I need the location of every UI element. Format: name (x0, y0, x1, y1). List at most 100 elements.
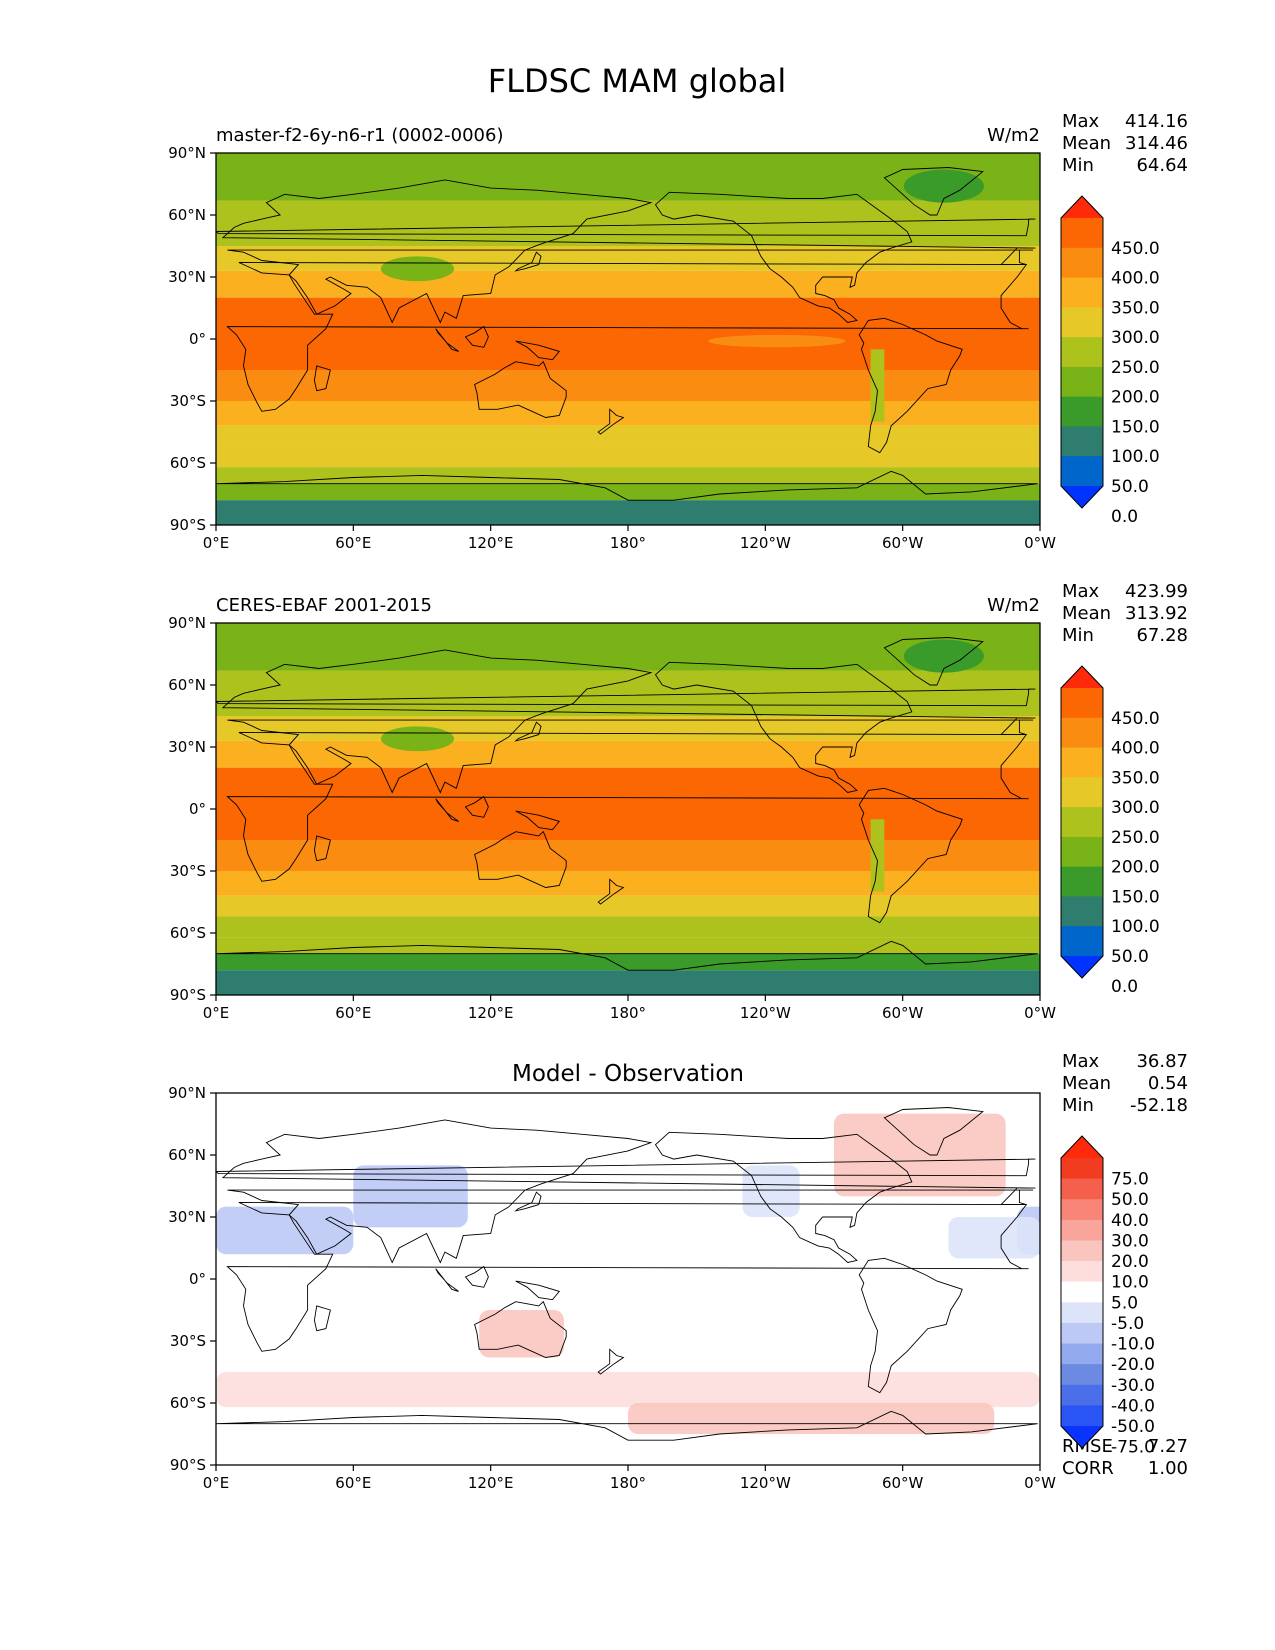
coastline-11 (597, 1348, 625, 1375)
colorbar-label: 75.0 (1111, 1170, 1149, 1190)
colorbar-label: 400.0 (1111, 739, 1160, 759)
x-tick-label: 120°E (468, 1004, 514, 1022)
field-band-5 (216, 297, 1040, 370)
colorbar-label: 150.0 (1111, 417, 1160, 437)
y-tick-label: 30°N (168, 738, 206, 756)
colorbar-segment (1061, 1343, 1103, 1365)
colorbar-label: 400.0 (1111, 269, 1160, 289)
colorbar-outline (1060, 1135, 1104, 1449)
coastline-14 (313, 835, 331, 862)
colorbar-segment (1061, 1364, 1103, 1386)
x-tick-label: 0°E (203, 1004, 230, 1022)
colorbar-segment (1061, 926, 1103, 957)
coastline-13 (464, 325, 489, 348)
colorbar-label: 350.0 (1111, 298, 1160, 318)
field-layer (216, 153, 1040, 525)
coastline-12 (515, 810, 561, 831)
y-tick-label: 60°S (170, 924, 206, 942)
colorbar-segment (1061, 456, 1103, 487)
y-tick-label: 60°N (168, 206, 206, 224)
feature-andes (870, 349, 885, 422)
anomaly-region-8 (479, 1310, 564, 1358)
coastline-2 (226, 262, 1029, 412)
field-band-9 (216, 446, 1040, 468)
coastline-13 (464, 795, 489, 818)
y-tick-label: 60°S (170, 454, 206, 472)
colorbar-segment (1061, 426, 1103, 457)
y-tick-label: 0° (189, 330, 206, 348)
colorbar: 75.050.040.030.020.010.05.0-5.0-10.0-20.… (1060, 1135, 1155, 1458)
colorbar-segment (1061, 277, 1103, 308)
stat-label: Min (1062, 625, 1094, 646)
map-panels: 0°E 60°E 120°E 180° 120°W 60°W 0°W 90°N 60°N 30°N… (168, 111, 1188, 1492)
map-panel-3: 0°E 60°E 120°E 180° 120°W 60°W 0°W 90°N 60°N 30°N… (168, 1051, 1188, 1492)
coastline-5 (858, 787, 963, 924)
stat-label: Min (1062, 1095, 1094, 1116)
coastline-3 (474, 1300, 567, 1358)
field-band-11 (216, 483, 1040, 501)
y-tick-label: 30°N (168, 268, 206, 286)
colorbar-extend-top (1061, 1136, 1103, 1158)
y-tick-label: 90°N (168, 144, 206, 162)
x-tick-label: 120°W (740, 1004, 791, 1022)
colorbar-segment (1061, 1322, 1103, 1345)
colorbar-label: 100.0 (1111, 917, 1160, 937)
coastline-3 (474, 830, 567, 888)
coastline-9 (514, 1191, 542, 1212)
field-band-7 (216, 401, 1040, 426)
colorbar-segment (1061, 337, 1103, 368)
coastlines (216, 1107, 1038, 1441)
feature-andes (870, 819, 885, 892)
colorbar-label: 100.0 (1111, 447, 1160, 467)
x-tick-label: 120°E (468, 534, 514, 552)
colorbar-extend-bottom (1061, 1426, 1103, 1448)
y-tick-label: 60°N (168, 1146, 206, 1164)
y-tick-label: 30°S (170, 1332, 206, 1350)
coastline-13 (464, 1265, 489, 1288)
colorbar-label: -5.0 (1111, 1314, 1144, 1334)
coastline-2 (226, 732, 1029, 882)
x-tick-label: 180° (610, 1474, 646, 1492)
field-band-10 (216, 937, 1040, 954)
bottom-stat-value: 7.27 (1148, 1436, 1188, 1457)
stat-value: -52.18 (1130, 1095, 1188, 1116)
y-tick-label: 90°S (170, 516, 206, 534)
coastline-5 (858, 317, 963, 454)
coastline-6 (883, 167, 984, 216)
colorbar-segment (1061, 1240, 1103, 1262)
field-band-2 (216, 670, 1040, 716)
stat-value: 36.87 (1136, 1051, 1188, 1072)
anomaly-region-6 (628, 1403, 995, 1434)
y-tick-label: 30°S (170, 862, 206, 880)
field-band-1 (216, 153, 1040, 201)
x-tick-label: 0°W (1024, 1004, 1056, 1022)
colorbar-label: -50.0 (1111, 1417, 1155, 1437)
stat-value: 0.54 (1148, 1073, 1188, 1094)
x-tick-label: 180° (610, 534, 646, 552)
coastline-1 (221, 649, 1036, 794)
coastline-4 (654, 191, 913, 323)
coastline-2 (226, 1202, 1029, 1352)
stat-value: 64.64 (1136, 155, 1188, 176)
colorbar-outline (1060, 195, 1104, 509)
stat-label: Max (1062, 1051, 1100, 1072)
x-tick-label: 60°W (882, 1474, 924, 1492)
colorbar-label: -20.0 (1111, 1355, 1155, 1375)
colorbar-label: 50.0 (1111, 477, 1149, 497)
colorbar-label: -75.0 (1111, 1438, 1155, 1458)
field-band-8 (216, 425, 1040, 447)
y-tick-label: 0° (189, 800, 206, 818)
colorbar-extend-top (1061, 196, 1103, 218)
stat-value: 313.92 (1125, 603, 1188, 624)
coastline-11 (597, 878, 625, 905)
x-tick-label: 60°E (335, 534, 371, 552)
x-tick-label: 0°W (1024, 1474, 1056, 1492)
map-panel-1: 0°E 60°E 120°E 180° 120°W 60°W 0°W 90°N 60°N 30°N… (168, 111, 1188, 552)
colorbar-segment (1061, 366, 1103, 398)
field-band-12 (216, 500, 1040, 525)
field-band-12 (216, 970, 1040, 995)
colorbar-segment (1061, 747, 1103, 778)
anomaly-region-7 (559, 1262, 834, 1296)
